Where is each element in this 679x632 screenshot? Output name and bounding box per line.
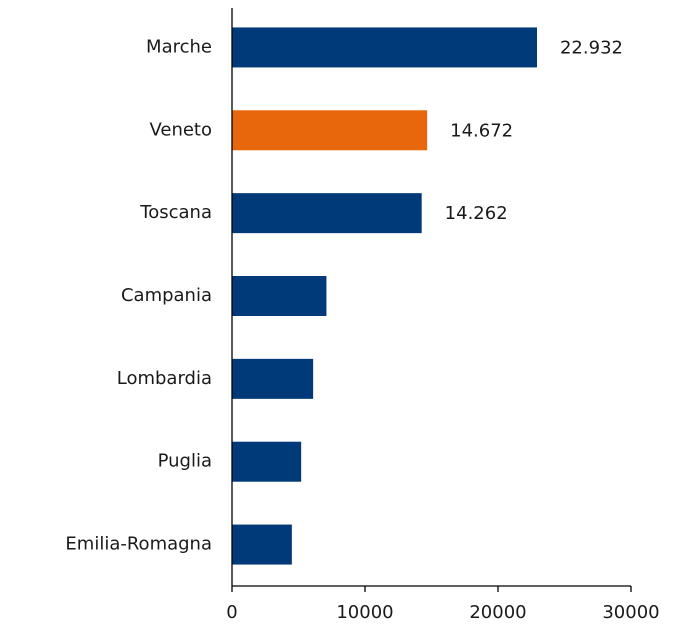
bar bbox=[232, 441, 302, 482]
bar bbox=[232, 358, 314, 399]
bar bbox=[232, 27, 537, 68]
y-tick-label: Veneto bbox=[149, 119, 212, 140]
x-tick-label: 10000 bbox=[336, 602, 393, 623]
y-tick-label: Campania bbox=[121, 285, 212, 306]
x-tick-label: 30000 bbox=[602, 602, 659, 623]
y-tick-label: Emilia-Romagna bbox=[65, 534, 212, 555]
y-tick-label: Puglia bbox=[158, 451, 212, 472]
bar bbox=[232, 110, 428, 151]
x-tick-label: 0 bbox=[226, 602, 237, 623]
y-tick-label: Lombardia bbox=[117, 368, 212, 389]
y-tick-label: Marche bbox=[146, 36, 212, 57]
x-tick-label: 20000 bbox=[469, 602, 526, 623]
bar bbox=[232, 524, 292, 565]
y-tick-label: Toscana bbox=[139, 202, 212, 223]
bar bbox=[232, 276, 327, 316]
value-label: 22.932 bbox=[560, 37, 623, 58]
value-label: 14.262 bbox=[445, 203, 508, 224]
bar bbox=[232, 193, 422, 234]
value-label: 14.672 bbox=[450, 120, 513, 141]
